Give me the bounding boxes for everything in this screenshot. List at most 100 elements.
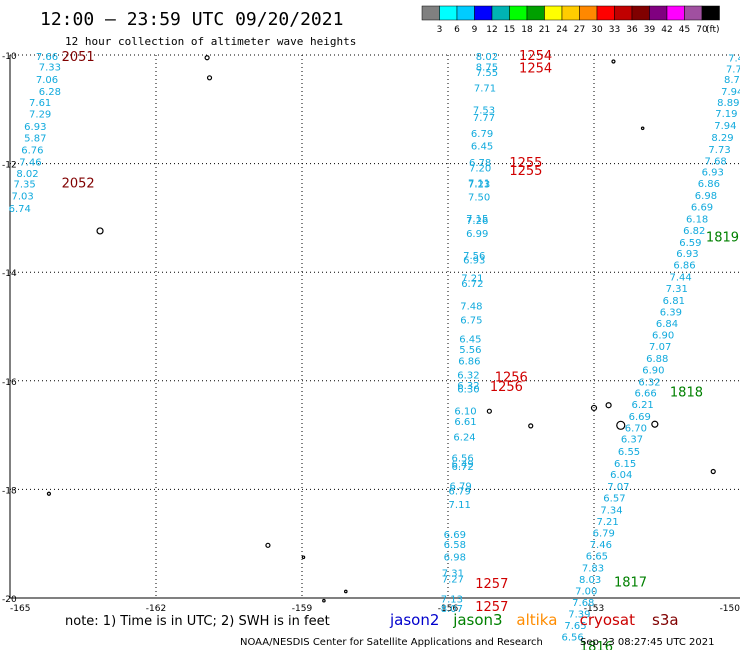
colorbar-swatch <box>596 5 615 21</box>
swh-value-label: 6.61 <box>454 417 476 428</box>
swh-value-label: 6.32 <box>457 370 479 381</box>
footer-credit: NOAA/NESDIS Center for Satellite Applica… <box>240 637 543 648</box>
colorbar-label: 30 <box>591 25 603 35</box>
island-outline <box>206 75 213 81</box>
swh-value-label: 5.87 <box>24 134 46 145</box>
swh-value-label: 7.4 <box>728 54 740 65</box>
swh-value-label: 7.03 <box>12 192 34 203</box>
tick-labels: -10 -12 -14 -16 -18 -20-165 -162 -159 -156 -153 -1… <box>2 52 740 614</box>
colorbar-label: 18 <box>521 25 533 35</box>
island-outline <box>640 126 645 131</box>
colorbar-swatch <box>456 5 475 21</box>
island-outline <box>46 491 52 496</box>
swh-value-label: 7.71 <box>474 84 496 95</box>
swh-value-label: 6.45 <box>471 142 493 153</box>
swh-value-label: 6.66 <box>634 389 656 400</box>
colorbar-swatch <box>614 5 633 21</box>
island-outline <box>528 423 534 429</box>
swh-value-label: 6.93 <box>463 256 485 267</box>
swh-value-label: 6.57 <box>603 494 625 505</box>
pass-time-label: 1818 <box>670 386 703 401</box>
pass-time-label: 1819 <box>706 230 739 245</box>
colorbar-legend: 3 6 9 12 15 18 21 24 27 30 33 36 39 42 45 70(ft) <box>421 5 720 35</box>
swh-value-label: 6.79 <box>471 129 493 140</box>
colorbar-label: 3 <box>437 25 443 35</box>
swh-value-label: 6.28 <box>39 87 61 98</box>
swh-value-label: 7.77 <box>473 113 495 124</box>
colorbar-label: 36 <box>626 25 638 35</box>
swh-value-label: 6.24 <box>453 433 475 444</box>
swh-value-label: 7.61 <box>29 98 51 109</box>
swh-value-label: 7.11 <box>449 500 471 511</box>
swh-value-label: 6.32 <box>457 381 479 392</box>
swh-value-label: 7.68 <box>572 598 594 609</box>
swh-value-label: 7.07 <box>607 482 629 493</box>
legend-item-jason2: jason2 <box>389 611 439 629</box>
satellite-legend: jason2 jason3 altika cryosat s3a <box>389 611 679 629</box>
swh-value-label: 6.76 <box>21 145 43 156</box>
swh-value-label: 6.37 <box>621 434 643 445</box>
swh-value-label: 6.72 <box>451 462 473 473</box>
colorbar-swatch <box>491 5 510 21</box>
swh-value-label: 6.04 <box>610 470 632 481</box>
swh-value-label: 7.21 <box>596 517 618 528</box>
swh-value-label: 6.69 <box>444 530 466 541</box>
swh-value-label: 7.13 <box>441 595 463 606</box>
colorbar-label: 45 <box>679 25 690 35</box>
colorbar-label: 12 <box>486 25 497 35</box>
pass-time-label: 1256 <box>490 380 523 395</box>
swh-value-label: 7.27 <box>442 574 464 585</box>
island-outline <box>651 420 659 428</box>
swh-value-label: 7.53 <box>473 105 495 116</box>
lat-tick-label: -18 <box>2 486 17 496</box>
map-title: 12:00 — 23:59 UTC 09/20/2021 <box>40 9 343 30</box>
swh-value-label: 6.32 <box>638 377 660 388</box>
swh-value-label: 6.10 <box>454 407 476 418</box>
colorbar-swatch <box>421 5 440 21</box>
island-outline <box>611 59 616 64</box>
colorbar-swatch <box>701 5 720 21</box>
swh-value-label: 6.49 <box>451 459 473 470</box>
pass-time-label: 2051 <box>62 50 95 65</box>
colorbar-label: 39 <box>644 25 656 35</box>
colorbar-swatch <box>631 5 650 21</box>
pass-time-label: 1254 <box>519 49 552 64</box>
swh-value-label: 7.46 <box>19 157 41 168</box>
swh-value-label: 6.79 <box>449 486 471 497</box>
colorbar-swatch <box>684 5 703 21</box>
swh-value-label: 8.29 <box>711 133 733 144</box>
colorbar-label: 70 <box>696 25 708 35</box>
swh-value-label: 7.06 <box>36 75 58 86</box>
swh-value-label: 7.31 <box>666 284 688 295</box>
swh-value-label: 7.00 <box>575 586 597 597</box>
lat-tick-label: -12 <box>2 161 17 171</box>
island-outline <box>96 227 104 235</box>
grid-lines <box>10 54 740 598</box>
swh-value-label: 6.56 <box>451 453 473 464</box>
swh-value-label: 7.46 <box>590 540 612 551</box>
swh-value-label: 6.75 <box>460 315 482 326</box>
island-outline <box>486 408 492 414</box>
swh-value-label: 7.44 <box>669 273 691 284</box>
island-outline <box>322 598 326 603</box>
swh-value-label: 6.58 <box>444 540 466 551</box>
pass-time-label: 1255 <box>509 156 542 171</box>
swh-value-label: 6.15 <box>614 459 636 470</box>
lon-tick-label: -165 <box>10 604 30 614</box>
colorbar-unit: (ft) <box>706 25 720 35</box>
legend-item-altika: altika <box>516 611 557 629</box>
lon-tick-label: -159 <box>292 604 313 614</box>
pass-time-labels: 2051205212541254125512551256125612571257… <box>62 49 739 650</box>
swh-value-label: 6.99 <box>466 229 488 240</box>
pass-time-label: 1257 <box>475 600 508 615</box>
swh-value-label: 6.39 <box>660 307 682 318</box>
swh-value-label: 6.86 <box>458 357 480 368</box>
colorbar-swatch <box>649 5 668 21</box>
island-outline <box>343 589 348 594</box>
swh-value-label: 7.56 <box>463 251 485 262</box>
island-outline <box>710 468 716 475</box>
swh-value-label: 7.26 <box>466 216 488 227</box>
swh-value-label: 6.55 <box>618 447 640 458</box>
swh-value-label: 6.21 <box>632 400 654 411</box>
